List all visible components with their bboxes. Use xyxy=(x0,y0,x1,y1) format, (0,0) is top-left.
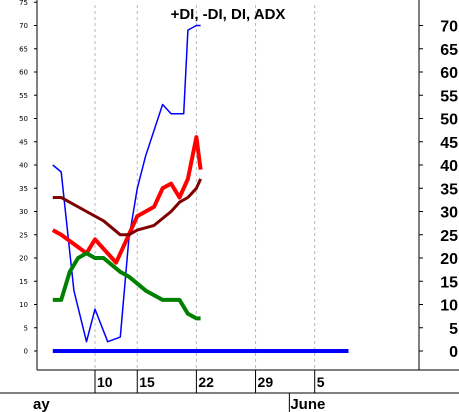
y-tick-label-right: 60 xyxy=(440,65,458,82)
y-tick-label-left: 10 xyxy=(19,301,28,309)
y-tick-label-right: 15 xyxy=(440,274,458,291)
y-tick-label-right: 0 xyxy=(449,344,458,361)
date-tick-label: 5 xyxy=(317,374,325,390)
y-tick-label-right: 5 xyxy=(449,321,458,338)
grid xyxy=(94,5,316,370)
y-tick-label-left: 75 xyxy=(19,0,28,7)
y-tick-label-right: 30 xyxy=(440,205,458,222)
y-tick-label-left: 20 xyxy=(19,255,28,263)
y-tick-label-left: 45 xyxy=(19,138,28,146)
month-label: ay xyxy=(33,396,50,412)
series-line-4 xyxy=(52,251,201,321)
y-tick-label-right: 25 xyxy=(440,228,458,245)
y-tick-label-left: 30 xyxy=(19,208,28,216)
month-label: June xyxy=(290,396,325,412)
series-group xyxy=(51,24,349,353)
y-tick-label-right: 10 xyxy=(440,298,458,315)
labels: 0 5 10 15 20 25 30 35 40 45 50 55 60 65 70 75 0 5 10 15 20 25… xyxy=(19,0,458,412)
series-line-3 xyxy=(52,178,202,237)
series-line-2 xyxy=(51,135,203,265)
y-tick-label-right: 70 xyxy=(440,19,458,36)
y-tick-label-right: 65 xyxy=(440,42,458,59)
y-tick-label-left: 25 xyxy=(19,231,28,239)
y-tick-label-right: 45 xyxy=(440,135,458,152)
date-tick-label: 22 xyxy=(198,374,214,390)
y-tick-label-left: 55 xyxy=(19,92,28,100)
y-tick-label-right: 55 xyxy=(440,88,458,105)
y-tick-label-left: 40 xyxy=(19,162,28,170)
y-tick-label-left: 65 xyxy=(19,45,28,53)
y-tick-label-left: 50 xyxy=(19,115,28,123)
series-line-1 xyxy=(52,24,201,343)
y-tick-label-left: 60 xyxy=(19,69,28,77)
y-tick-label-left: 35 xyxy=(19,185,28,193)
y-tick-label-left: 5 xyxy=(24,324,28,332)
y-tick-label-right: 50 xyxy=(440,112,458,129)
y-tick-label-right: 40 xyxy=(440,158,458,175)
chart-title: +DI, -DI, DI, ADX xyxy=(171,6,286,23)
date-tick-label: 29 xyxy=(258,374,274,390)
date-tick-label: 10 xyxy=(97,374,113,390)
y-tick-label-left: 15 xyxy=(19,278,28,286)
date-tick-label: 15 xyxy=(139,374,155,390)
y-tick-label-right: 20 xyxy=(440,251,458,268)
y-tick-label-left: 0 xyxy=(24,348,28,356)
y-tick-label-right: 35 xyxy=(440,181,458,198)
y-tick-label-left: 70 xyxy=(19,22,28,30)
